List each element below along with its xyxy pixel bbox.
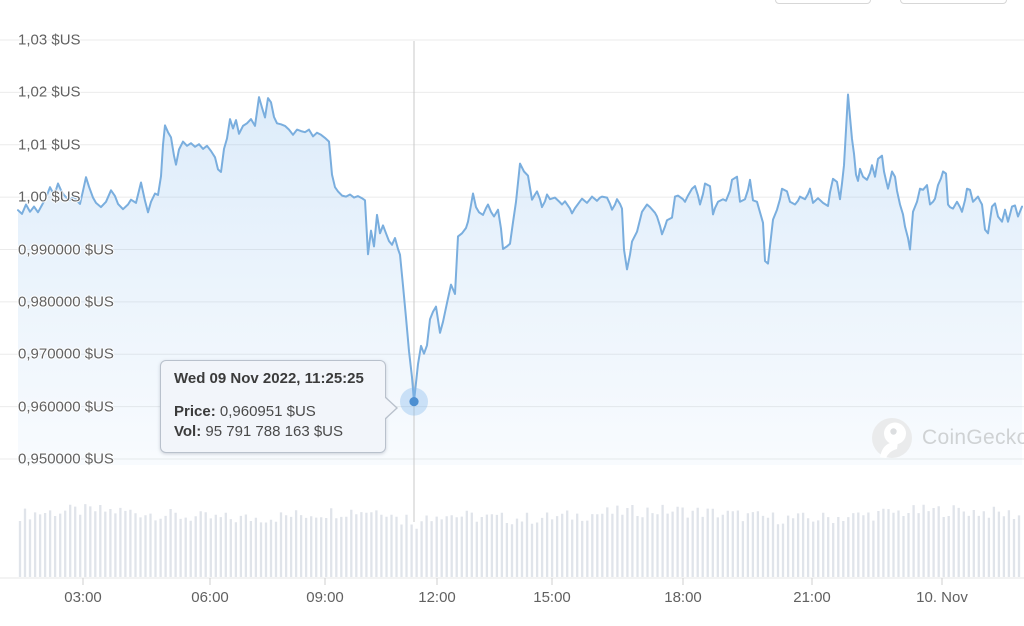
x-axis-label: 12:00 bbox=[418, 589, 456, 606]
y-axis-label: 1,01 $US bbox=[18, 136, 81, 154]
tooltip-arrow-fill bbox=[383, 396, 396, 420]
x-axis-label: 15:00 bbox=[533, 589, 571, 606]
volume-bars bbox=[18, 504, 1021, 577]
coingecko-watermark-text: CoinGecko bbox=[922, 426, 1024, 449]
tooltip-volume-row: Vol: 95 791 788 163 $US bbox=[174, 422, 372, 442]
tooltip-datetime: Wed 09 Nov 2022, 11:25:25 bbox=[174, 370, 364, 387]
x-axis-label: 03:00 bbox=[64, 589, 102, 606]
x-axis-label: 06:00 bbox=[191, 589, 229, 606]
y-axis-label: 0,950000 $US bbox=[18, 450, 114, 468]
marker-dot[interactable] bbox=[409, 397, 419, 407]
coingecko-gecko-icon bbox=[872, 418, 912, 458]
tooltip-price-row: Price: 0,960951 $US bbox=[174, 402, 372, 422]
x-axis-label: 21:00 bbox=[793, 589, 831, 606]
y-axis-label: 0,990000 $US bbox=[18, 241, 114, 258]
chart-tooltip: Wed 09 Nov 2022, 11:25:25 Price: 0,96095… bbox=[160, 360, 398, 453]
coingecko-watermark: CoinGecko bbox=[871, 417, 1024, 459]
tooltip-volume-value: 95 791 788 163 $US bbox=[205, 423, 344, 440]
y-axis-label: 1,02 $US bbox=[18, 83, 81, 101]
x-axis-label: 09:00 bbox=[306, 589, 344, 606]
y-axis-label: 0,960000 $US bbox=[18, 398, 114, 416]
y-axis-label: 0,970000 $US bbox=[18, 345, 114, 363]
x-axis-label: 10. Nov bbox=[916, 589, 968, 606]
tooltip-price-label: Price: bbox=[174, 403, 216, 420]
y-axis-label: 0,980000 $US bbox=[18, 293, 114, 311]
y-axis-label: 1,00 $US bbox=[18, 188, 81, 206]
price-line bbox=[17, 93, 1023, 403]
y-axis-label: 1,03 $US bbox=[18, 31, 81, 49]
tooltip-volume-label: Vol: bbox=[174, 423, 202, 440]
x-axis-label: 18:00 bbox=[664, 589, 702, 606]
tooltip-price-value: 0,960951 $US bbox=[219, 403, 316, 420]
